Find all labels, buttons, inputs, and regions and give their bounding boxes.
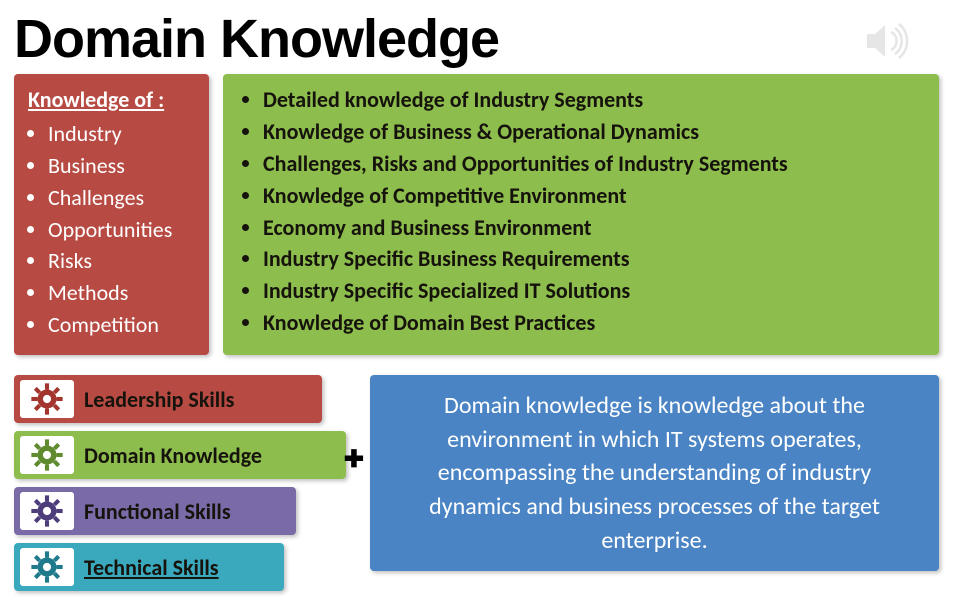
list-item: Competition [48, 309, 195, 341]
list-item: Industry Specific Business Requirements [263, 243, 925, 275]
list-item: Knowledge of Business & Operational Dyna… [263, 116, 925, 148]
list-item: Industry Specific Specialized IT Solutio… [263, 275, 925, 307]
skills-column: Leadership Skills Domain Knowledge ✚ Fun… [14, 375, 354, 599]
detail-list: Detailed knowledge of Industry Segments … [245, 84, 925, 339]
page-title: Domain Knowledge [0, 0, 953, 74]
list-item: Challenges, Risks and Opportunities of I… [263, 148, 925, 180]
list-item: Risks [48, 245, 195, 277]
list-item: Economy and Business Environment [263, 212, 925, 244]
skill-functional: Functional Skills [14, 487, 296, 535]
gear-icon [20, 548, 74, 586]
knowledge-of-box: Knowledge of : Industry Business Challen… [14, 74, 209, 355]
speaker-icon [863, 18, 909, 69]
skill-label: Technical Skills [84, 554, 219, 581]
list-item: Detailed knowledge of Industry Segments [263, 84, 925, 116]
list-item: Knowledge of Domain Best Practices [263, 307, 925, 339]
skill-label: Leadership Skills [84, 386, 234, 413]
skill-leadership: Leadership Skills [14, 375, 322, 423]
skill-technical: Technical Skills [14, 543, 284, 591]
list-item: Industry [48, 118, 195, 150]
plus-icon: ✚ [344, 445, 364, 474]
gear-icon [20, 436, 74, 474]
list-item: Knowledge of Competitive Environment [263, 180, 925, 212]
skill-domain-knowledge: Domain Knowledge ✚ [14, 431, 346, 479]
gear-icon [20, 492, 74, 530]
list-item: Methods [48, 277, 195, 309]
definition-box: Domain knowledge is knowledge about the … [370, 375, 939, 571]
list-item: Business [48, 150, 195, 182]
detail-box: Detailed knowledge of Industry Segments … [223, 74, 939, 355]
list-item: Challenges [48, 182, 195, 214]
gear-icon [20, 380, 74, 418]
skill-label: Domain Knowledge [84, 442, 262, 469]
knowledge-of-header: Knowledge of : [28, 84, 195, 116]
knowledge-of-list: Industry Business Challenges Opportuniti… [28, 118, 195, 341]
skill-label: Functional Skills [84, 498, 231, 525]
list-item: Opportunities [48, 214, 195, 246]
